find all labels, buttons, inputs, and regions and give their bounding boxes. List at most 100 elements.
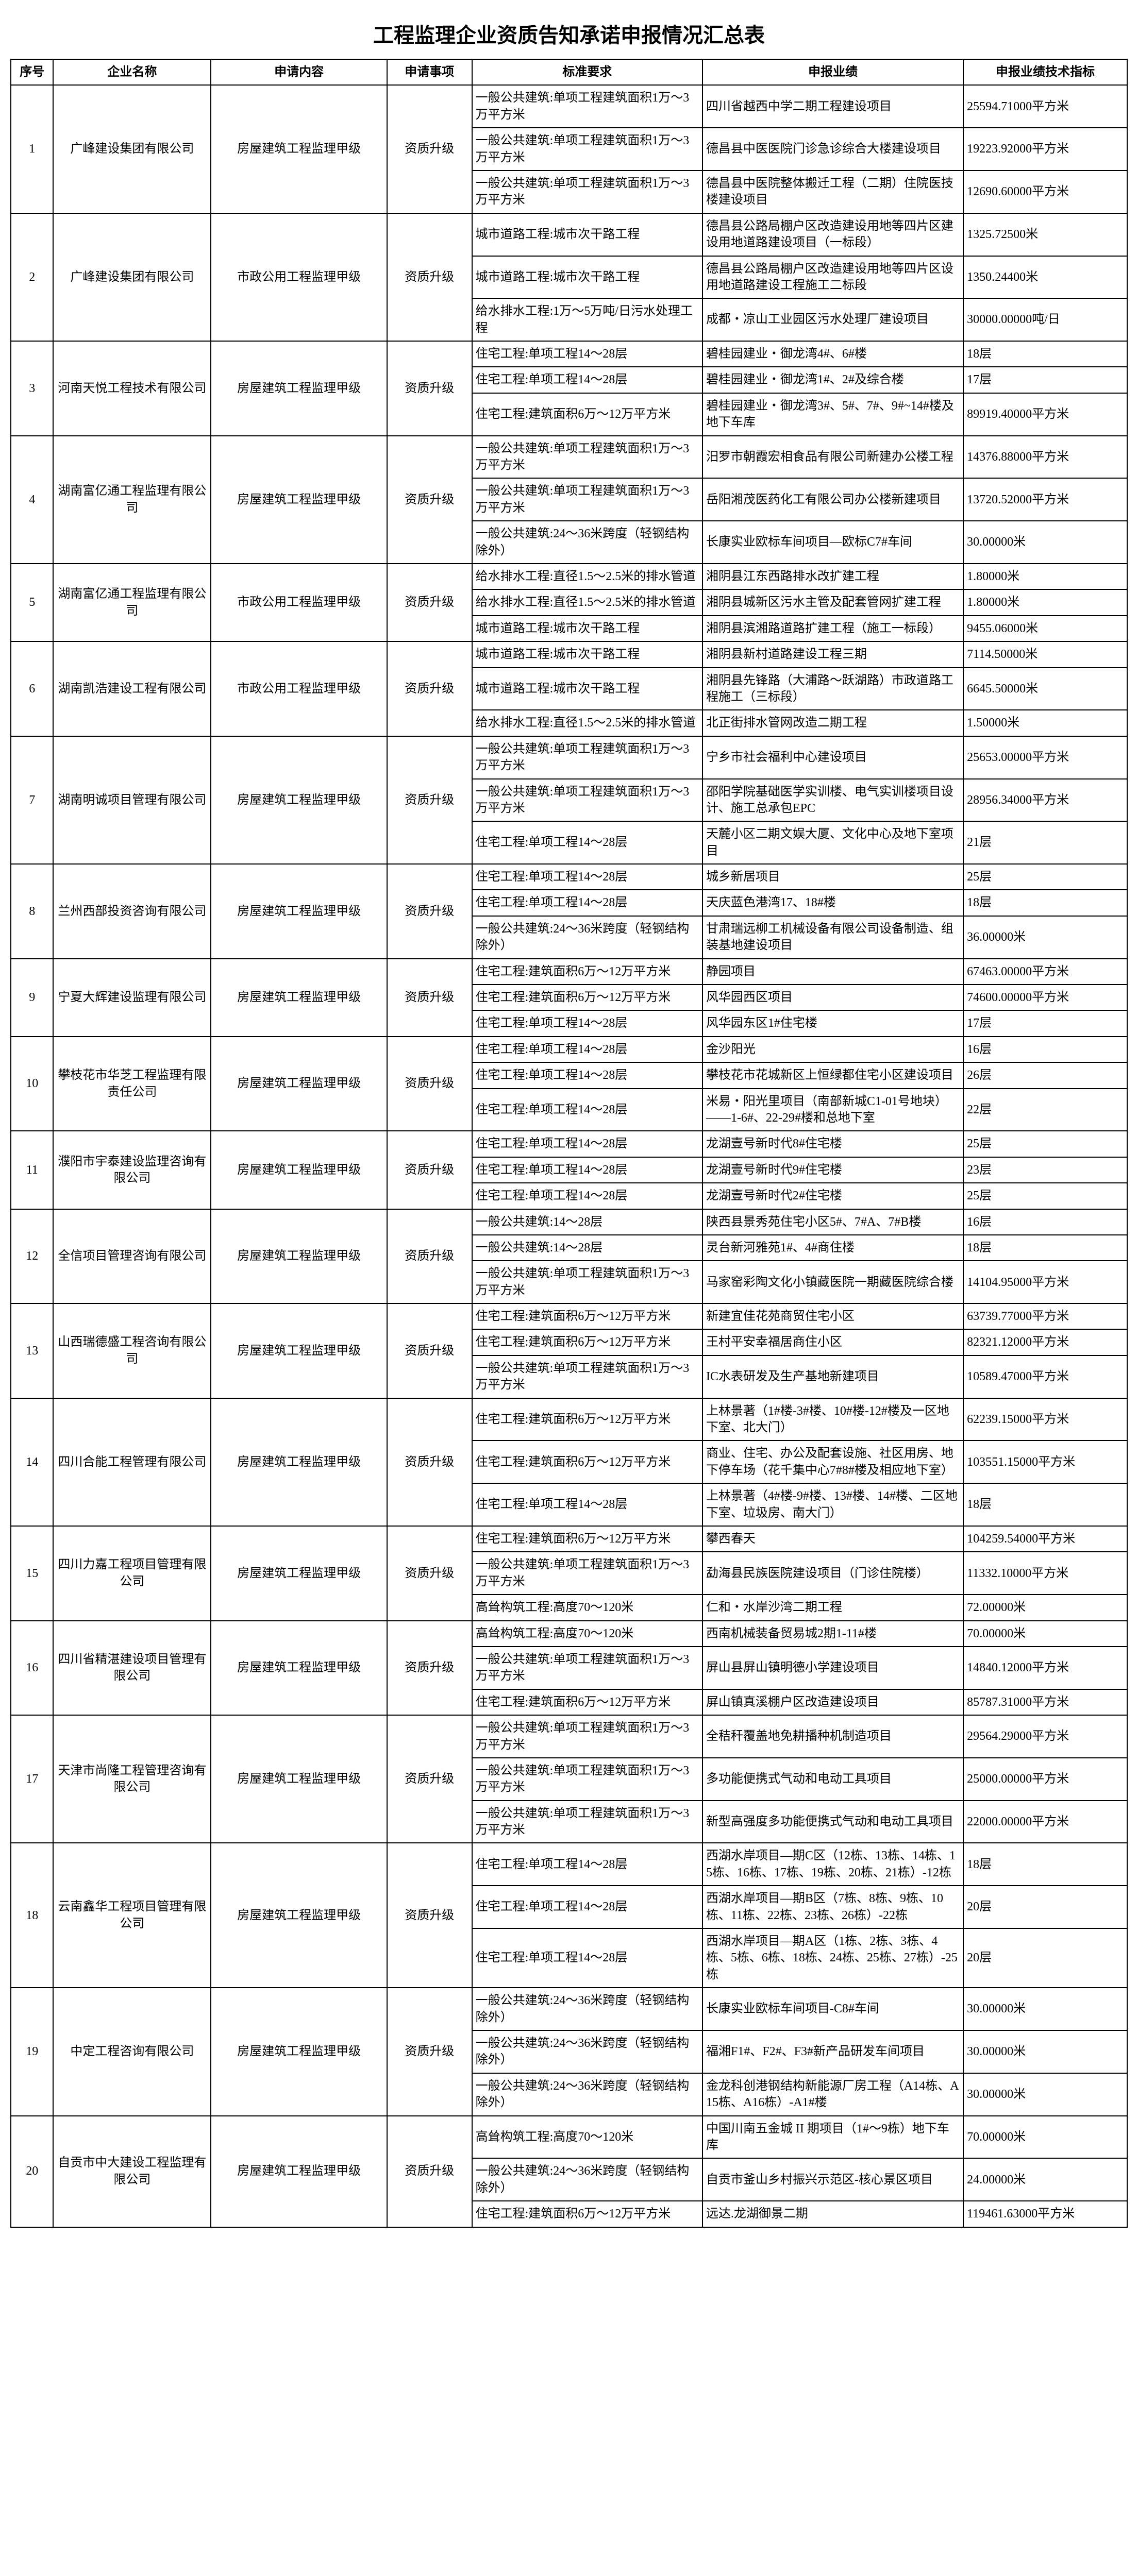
cell-item: 资质升级 <box>387 1209 472 1304</box>
cell-performance: 长康实业欧标车间项目—欧标C7#车间 <box>702 521 963 564</box>
cell-company: 攀枝花市华芝工程监理有限责任公司 <box>53 1037 211 1131</box>
cell-performance: 新型高强度多功能便携式气动和电动工具项目 <box>702 1801 963 1843</box>
cell-seq: 14 <box>11 1398 53 1526</box>
table-row: 20自贡市中大建设工程监理有限公司房屋建筑工程监理甲级资质升级高耸构筑工程:高度… <box>11 2116 1127 2159</box>
cell-standard: 住宅工程:单项工程14～28层 <box>472 1183 702 1209</box>
cell-standard: 一般公共建筑:24～36米跨度（轻钢结构除外） <box>472 916 702 959</box>
cell-performance: 西湖水岸项目—期A区（1栋、2栋、3栋、4栋、5栋、6栋、18栋、24栋、25栋… <box>702 1928 963 1988</box>
cell-performance: 成都・凉山工业园区污水处理厂建设项目 <box>702 298 963 341</box>
cell-performance: 自贡市釜山乡村振兴示范区-核心景区项目 <box>702 2158 963 2201</box>
cell-tech: 72.00000米 <box>963 1595 1127 1620</box>
cell-tech: 12690.60000平方米 <box>963 171 1127 213</box>
cell-performance: 马家窑彩陶文化小镇藏医院一期藏医院综合楼 <box>702 1261 963 1303</box>
table-row: 10攀枝花市华芝工程监理有限责任公司房屋建筑工程监理甲级资质升级住宅工程:单项工… <box>11 1037 1127 1062</box>
th-company: 企业名称 <box>53 59 211 85</box>
cell-content: 房屋建筑工程监理甲级 <box>211 85 387 213</box>
cell-performance: 上林景著（4#楼-9#楼、13#楼、14#楼、二区地下室、垃圾房、南大门） <box>702 1483 963 1526</box>
cell-standard: 一般公共建筑:24～36米跨度（轻钢结构除外） <box>472 1988 702 2030</box>
cell-content: 房屋建筑工程监理甲级 <box>211 436 387 564</box>
cell-tech: 20层 <box>963 1928 1127 1988</box>
cell-company: 四川省精湛建设项目管理有限公司 <box>53 1621 211 1716</box>
cell-tech: 17层 <box>963 367 1127 393</box>
cell-standard: 住宅工程:建筑面积6万～12万平方米 <box>472 1303 702 1329</box>
cell-tech: 18层 <box>963 1483 1127 1526</box>
cell-tech: 20层 <box>963 1886 1127 1928</box>
cell-performance: 天庆蓝色港湾17、18#楼 <box>702 890 963 916</box>
cell-tech: 25层 <box>963 1131 1127 1157</box>
cell-performance: 金龙科创港钢结构新能源厂房工程（A14栋、A15栋、A16栋）-A1#楼 <box>702 2073 963 2116</box>
cell-tech: 11332.10000平方米 <box>963 1552 1127 1595</box>
cell-standard: 给水排水工程:直径1.5～2.5米的排水管道 <box>472 710 702 736</box>
cell-tech: 104259.54000平方米 <box>963 1526 1127 1552</box>
cell-performance: 北正街排水管网改造二期工程 <box>702 710 963 736</box>
cell-performance: 静园项目 <box>702 959 963 985</box>
cell-standard: 城市道路工程:城市次干路工程 <box>472 256 702 299</box>
cell-seq: 18 <box>11 1843 53 1988</box>
cell-standard: 一般公共建筑:单项工程建筑面积1万～3万平方米 <box>472 779 702 822</box>
cell-performance: 米易・阳光里项目（南部新城C1-01号地块）——1-6#、22-29#楼和总地下… <box>702 1089 963 1131</box>
cell-seq: 20 <box>11 2116 53 2227</box>
cell-standard: 一般公共建筑:24～36米跨度（轻钢结构除外） <box>472 2073 702 2116</box>
cell-standard: 高耸构筑工程:高度70～120米 <box>472 2116 702 2159</box>
cell-standard: 城市道路工程:城市次干路工程 <box>472 641 702 667</box>
cell-item: 资质升级 <box>387 864 472 959</box>
cell-performance: 宁乡市社会福利中心建设项目 <box>702 736 963 779</box>
cell-content: 房屋建筑工程监理甲级 <box>211 1398 387 1526</box>
cell-tech: 62239.15000平方米 <box>963 1398 1127 1441</box>
cell-company: 宁夏大辉建设监理有限公司 <box>53 959 211 1037</box>
cell-performance: 龙湖壹号新时代9#住宅楼 <box>702 1157 963 1183</box>
cell-performance: 龙湖壹号新时代8#住宅楼 <box>702 1131 963 1157</box>
cell-performance: 商业、住宅、办公及配套设施、社区用房、地下停车场（花千集中心7#8#楼及相应地下… <box>702 1440 963 1483</box>
cell-standard: 住宅工程:建筑面积6万～12万平方米 <box>472 2201 702 2227</box>
th-content: 申请内容 <box>211 59 387 85</box>
cell-content: 房屋建筑工程监理甲级 <box>211 959 387 1037</box>
cell-tech: 25层 <box>963 864 1127 890</box>
cell-standard: 住宅工程:建筑面积6万～12万平方米 <box>472 985 702 1010</box>
cell-standard: 住宅工程:建筑面积6万～12万平方米 <box>472 1398 702 1441</box>
cell-performance: 湘阴县先锋路（大浦路～跃湖路）市政道路工程施工（三标段） <box>702 668 963 710</box>
cell-performance: 德昌县公路局棚户区改造建设用地等四片区建设用地道路建设项目（一标段） <box>702 213 963 256</box>
cell-item: 资质升级 <box>387 341 472 436</box>
cell-seq: 9 <box>11 959 53 1037</box>
cell-tech: 23层 <box>963 1157 1127 1183</box>
cell-tech: 9455.06000米 <box>963 616 1127 641</box>
cell-seq: 13 <box>11 1303 53 1398</box>
cell-standard: 一般公共建筑:单项工程建筑面积1万～3万平方米 <box>472 1261 702 1303</box>
cell-performance: 德昌县公路局棚户区改造建设用地等四片区设用地道路建设工程施工二标段 <box>702 256 963 299</box>
cell-performance: 碧桂园建业・御龙湾1#、2#及综合楼 <box>702 367 963 393</box>
cell-item: 资质升级 <box>387 213 472 341</box>
cell-item: 资质升级 <box>387 736 472 864</box>
cell-performance: 湘阴县城新区污水主管及配套管网扩建工程 <box>702 589 963 615</box>
cell-item: 资质升级 <box>387 1131 472 1209</box>
cell-seq: 8 <box>11 864 53 959</box>
cell-tech: 29564.29000平方米 <box>963 1715 1127 1758</box>
table-row: 6湖南凯浩建设工程有限公司市政公用工程监理甲级资质升级城市道路工程:城市次干路工… <box>11 641 1127 667</box>
cell-content: 房屋建筑工程监理甲级 <box>211 864 387 959</box>
cell-standard: 住宅工程:单项工程14～28层 <box>472 1843 702 1886</box>
cell-tech: 18层 <box>963 341 1127 367</box>
cell-performance: 邵阳学院基础医学实训楼、电气实训楼项目设计、施工总承包EPC <box>702 779 963 822</box>
cell-performance: 风华园西区项目 <box>702 985 963 1010</box>
cell-tech: 70.00000米 <box>963 2116 1127 2159</box>
cell-content: 房屋建筑工程监理甲级 <box>211 736 387 864</box>
cell-tech: 67463.00000平方米 <box>963 959 1127 985</box>
cell-tech: 28956.34000平方米 <box>963 779 1127 822</box>
table-row: 13山西瑞德盛工程咨询有限公司房屋建筑工程监理甲级资质升级住宅工程:建筑面积6万… <box>11 1303 1127 1329</box>
cell-seq: 19 <box>11 1988 53 2115</box>
cell-performance: 陕西县景秀苑住宅小区5#、7#A、7#B楼 <box>702 1209 963 1235</box>
cell-performance: 福湘F1#、F2#、F3#新产品研发车间项目 <box>702 2030 963 2073</box>
cell-seq: 5 <box>11 564 53 641</box>
cell-item: 资质升级 <box>387 1715 472 1843</box>
cell-tech: 74600.00000平方米 <box>963 985 1127 1010</box>
cell-company: 四川合能工程管理有限公司 <box>53 1398 211 1526</box>
cell-performance: 勐海县民族医院建设项目（门诊住院楼） <box>702 1552 963 1595</box>
cell-tech: 1.50000米 <box>963 710 1127 736</box>
cell-tech: 7114.50000米 <box>963 641 1127 667</box>
cell-item: 资质升级 <box>387 641 472 736</box>
cell-standard: 住宅工程:建筑面积6万～12万平方米 <box>472 1329 702 1355</box>
cell-tech: 14104.95000平方米 <box>963 1261 1127 1303</box>
cell-seq: 15 <box>11 1526 53 1621</box>
cell-standard: 一般公共建筑:单项工程建筑面积1万～3万平方米 <box>472 171 702 213</box>
cell-standard: 一般公共建筑:14～28层 <box>472 1209 702 1235</box>
cell-item: 资质升级 <box>387 436 472 564</box>
